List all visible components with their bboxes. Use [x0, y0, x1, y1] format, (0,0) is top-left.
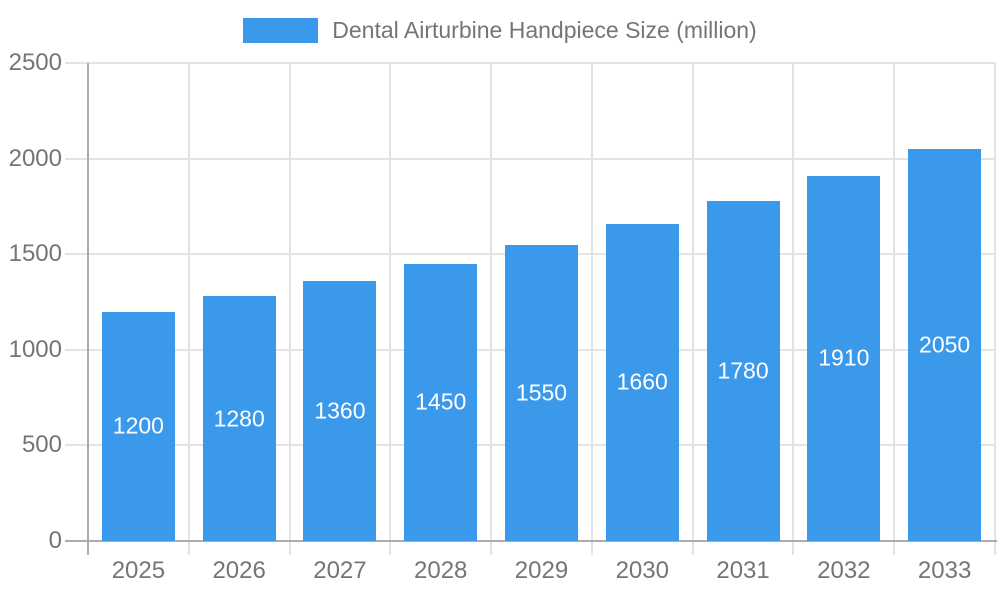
bar-value-label: 1360 — [314, 397, 366, 424]
legend-swatch-icon — [243, 18, 319, 43]
bar-2032[interactable]: 1910 — [807, 175, 881, 541]
y-axis-tick-label: 500 — [21, 431, 62, 459]
bar-2027[interactable]: 1360 — [303, 280, 377, 541]
y-axis-tick-label: 1000 — [8, 335, 62, 363]
y-axis-tick-label: 2500 — [8, 49, 62, 76]
bar-2026[interactable]: 1280 — [202, 296, 276, 541]
bar-2030[interactable]: 1660 — [605, 223, 679, 541]
gridline-horizontal — [65, 157, 995, 160]
bar-value-label: 1910 — [818, 344, 870, 371]
bar-value-label: 1550 — [515, 379, 568, 406]
y-axis-tick-label: 1500 — [8, 240, 62, 268]
gridline-horizontal — [65, 62, 995, 64]
x-axis-line — [65, 540, 997, 542]
gridline-vertical — [389, 63, 392, 555]
gridline-vertical — [490, 63, 493, 555]
gridline-vertical — [893, 63, 896, 555]
x-axis-tick-label: 2031 — [716, 557, 770, 584]
bar-value-label: 1450 — [415, 388, 467, 415]
bar-2028[interactable]: 1450 — [404, 263, 478, 541]
y-axis-tick-label: 0 — [48, 527, 62, 554]
gridline-vertical — [792, 63, 795, 555]
bar-2025[interactable]: 1200 — [101, 311, 175, 541]
x-axis-tick-label: 2029 — [514, 557, 569, 584]
bar-value-label: 1200 — [112, 412, 164, 439]
x-axis-tick-label: 2025 — [111, 557, 166, 584]
gridline-vertical — [994, 63, 996, 555]
bar-value-label: 1280 — [213, 405, 265, 432]
x-axis-tick-label: 2028 — [414, 557, 468, 584]
chart-legend: Dental Airturbine Handpiece Size (millio… — [0, 17, 1000, 44]
gridline-vertical — [691, 63, 694, 555]
x-axis-tick-label: 2030 — [615, 557, 669, 584]
legend-item[interactable]: Dental Airturbine Handpiece Size (millio… — [243, 17, 757, 44]
bar-2033[interactable]: 2050 — [908, 149, 982, 541]
x-axis-tick-label: 2032 — [817, 557, 871, 584]
gridline-vertical — [590, 63, 593, 555]
bar-2029[interactable]: 1550 — [505, 244, 578, 541]
x-axis-tick-label: 2033 — [917, 557, 972, 584]
gridline-vertical — [187, 63, 190, 555]
x-axis-tick-label: 2026 — [212, 557, 266, 584]
bar-value-label: 1780 — [717, 357, 769, 384]
plot-area: 1200 1280 1360 1450 1550 1660 1780 1910 2050 — [65, 62, 997, 555]
bar-value-label: 2050 — [919, 331, 971, 358]
y-axis-tick-label: 2000 — [8, 144, 62, 172]
legend-label: Dental Airturbine Handpiece Size (millio… — [332, 17, 757, 43]
bar-2031[interactable]: 1780 — [706, 200, 780, 541]
gridline-vertical — [288, 63, 291, 555]
x-axis-tick-label: 2027 — [313, 557, 367, 584]
bar-value-label: 1660 — [616, 368, 668, 395]
y-axis-line — [87, 63, 89, 555]
